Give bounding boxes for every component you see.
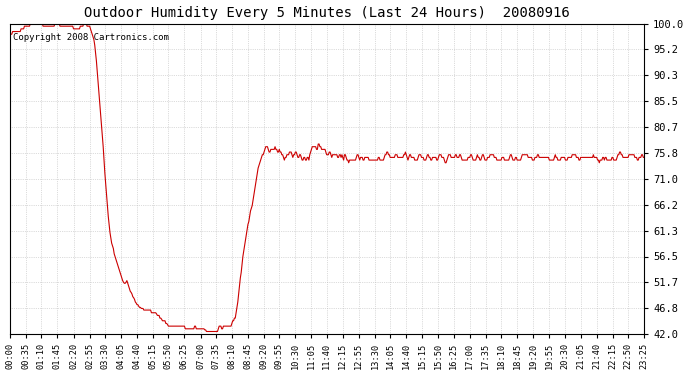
Text: Copyright 2008 Cartronics.com: Copyright 2008 Cartronics.com bbox=[13, 33, 169, 42]
Title: Outdoor Humidity Every 5 Minutes (Last 24 Hours)  20080916: Outdoor Humidity Every 5 Minutes (Last 2… bbox=[84, 6, 570, 20]
